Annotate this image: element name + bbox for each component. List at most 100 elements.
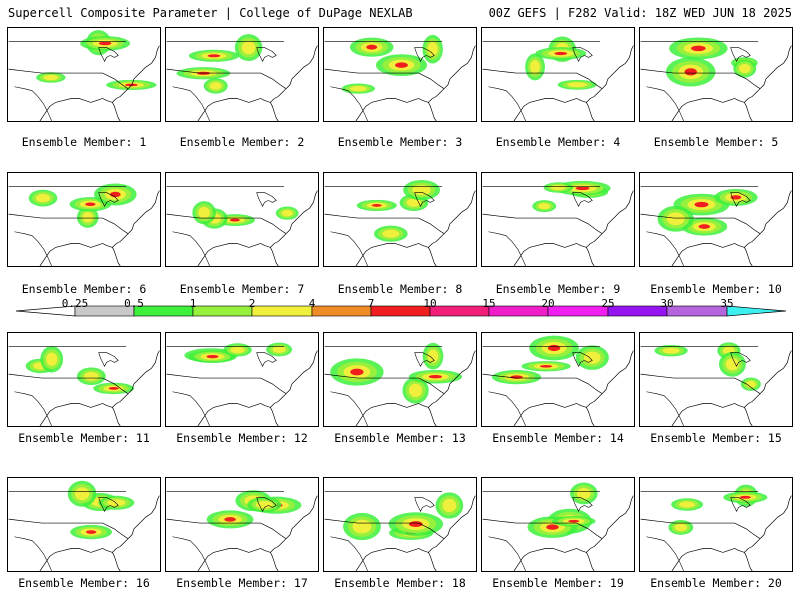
- ensemble-map-13: [323, 332, 477, 427]
- colorbar-tick-label: 15: [482, 297, 496, 310]
- field-shading: [192, 201, 299, 229]
- map-outline: [166, 342, 318, 426]
- ensemble-member-caption: Ensemble Member: 11: [18, 431, 150, 445]
- ensemble-member-caption: Ensemble Member: 2: [179, 135, 305, 149]
- ensemble-map-5: [639, 27, 793, 122]
- ensemble-map-11: [7, 332, 161, 427]
- ensemble-map-8: [323, 172, 477, 267]
- colorbar-bin: [192, 305, 253, 317]
- ensemble-map-10: [639, 172, 793, 267]
- field-shading: [668, 484, 768, 535]
- ensemble-member-caption: Ensemble Member: 16: [18, 576, 150, 590]
- colorbar-tick-label: 0.5: [124, 297, 144, 310]
- ensemble-member-caption: Ensemble Member: 18: [334, 576, 466, 590]
- colorbar-bin: [370, 305, 431, 317]
- colorbar-tick-label: 4: [308, 297, 316, 310]
- map-outline: [8, 183, 160, 266]
- ensemble-member-caption: Ensemble Member: 1: [21, 135, 147, 149]
- map-outline: [640, 484, 792, 571]
- field-shading: [525, 36, 597, 90]
- field-shading: [527, 482, 598, 538]
- field-shading: [67, 480, 135, 540]
- colorbar-tick-label: 35: [720, 297, 734, 310]
- ensemble-member-caption: Ensemble Member: 13: [334, 431, 466, 445]
- map-outline: [640, 37, 792, 121]
- map-outline: [324, 179, 476, 266]
- map-outline: [324, 491, 476, 571]
- colorbar-bin: [251, 305, 313, 317]
- ensemble-member-caption: Ensemble Member: 8: [337, 282, 463, 296]
- ensemble-map-7: [165, 172, 319, 267]
- colorbar-tick-label: 0.25: [61, 297, 89, 310]
- field-shading: [330, 342, 462, 404]
- field-shading: [176, 34, 263, 94]
- map-outline: [482, 180, 634, 266]
- ensemble-map-18: [323, 477, 477, 572]
- ensemble-member-caption: Ensemble Member: 14: [492, 431, 624, 445]
- map-outline: [166, 186, 318, 266]
- map-outline: [482, 335, 634, 426]
- colorbar-bin: [666, 305, 728, 317]
- ensemble-member-caption: Ensemble Member: 20: [650, 576, 782, 590]
- colorbar: [15, 305, 787, 317]
- ensemble-map-16: [7, 477, 161, 572]
- field-shading: [343, 492, 464, 541]
- ensemble-member-caption: Ensemble Member: 9: [495, 282, 621, 296]
- field-shading: [654, 342, 761, 391]
- field-shading: [657, 188, 758, 236]
- colorbar-bin: [311, 305, 372, 317]
- colorbar-tick-label: 10: [423, 297, 437, 310]
- ensemble-member-caption: Ensemble Member: 19: [492, 576, 624, 590]
- ensemble-map-1: [7, 27, 161, 122]
- map-outline: [8, 345, 160, 426]
- colorbar-bin: [488, 305, 549, 317]
- colorbar-tick-label: 20: [541, 297, 555, 310]
- field-shading: [28, 183, 137, 228]
- ensemble-member-caption: Ensemble Member: 6: [21, 282, 147, 296]
- ensemble-map-4: [481, 27, 635, 122]
- field-shading: [665, 37, 758, 87]
- ensemble-member-caption: Ensemble Member: 10: [650, 282, 782, 296]
- ensemble-member-caption: Ensemble Member: 17: [176, 576, 308, 590]
- map-outline: [166, 490, 318, 571]
- ensemble-map-20: [639, 477, 793, 572]
- map-outline: [324, 34, 476, 121]
- ensemble-member-caption: Ensemble Member: 3: [337, 135, 463, 149]
- field-shading: [36, 30, 157, 91]
- field-shading: [356, 179, 441, 242]
- ensemble-map-6: [7, 172, 161, 267]
- map-outline: [324, 342, 476, 426]
- colorbar-bin: [547, 305, 609, 317]
- ensemble-map-12: [165, 332, 319, 427]
- colorbar-tick-label: 2: [248, 297, 256, 310]
- map-outline: [8, 30, 160, 121]
- ensemble-member-caption: Ensemble Member: 7: [179, 282, 305, 296]
- map-title: Supercell Composite Parameter | College …: [8, 6, 413, 20]
- ensemble-map-15: [639, 332, 793, 427]
- map-outline: [482, 36, 634, 121]
- colorbar-tick-label: 1: [189, 297, 197, 310]
- ensemble-member-caption: Ensemble Member: 15: [650, 431, 782, 445]
- colorbar-tick-label: 7: [367, 297, 375, 310]
- ensemble-map-17: [165, 477, 319, 572]
- ensemble-map-19: [481, 477, 635, 572]
- ensemble-member-caption: Ensemble Member: 4: [495, 135, 621, 149]
- map-outline: [166, 34, 318, 121]
- ensemble-map-3: [323, 27, 477, 122]
- ensemble-map-9: [481, 172, 635, 267]
- colorbar-tick-label: 30: [660, 297, 674, 310]
- colorbar-bin: [607, 305, 668, 317]
- map-outline: [8, 480, 160, 571]
- map-outline: [640, 342, 792, 426]
- field-shading: [532, 180, 611, 213]
- colorbar-right-end: [726, 305, 787, 317]
- map-outline: [640, 186, 792, 266]
- colorbar-tick-label: 25: [601, 297, 615, 310]
- ensemble-member-caption: Ensemble Member: 12: [176, 431, 308, 445]
- model-run-info: 00Z GEFS | F282 Valid: 18Z WED JUN 18 20…: [488, 6, 792, 20]
- colorbar-bin: [429, 305, 490, 317]
- field-shading: [341, 34, 443, 94]
- ensemble-map-14: [481, 332, 635, 427]
- map-outline: [482, 482, 634, 571]
- ensemble-member-caption: Ensemble Member: 5: [653, 135, 779, 149]
